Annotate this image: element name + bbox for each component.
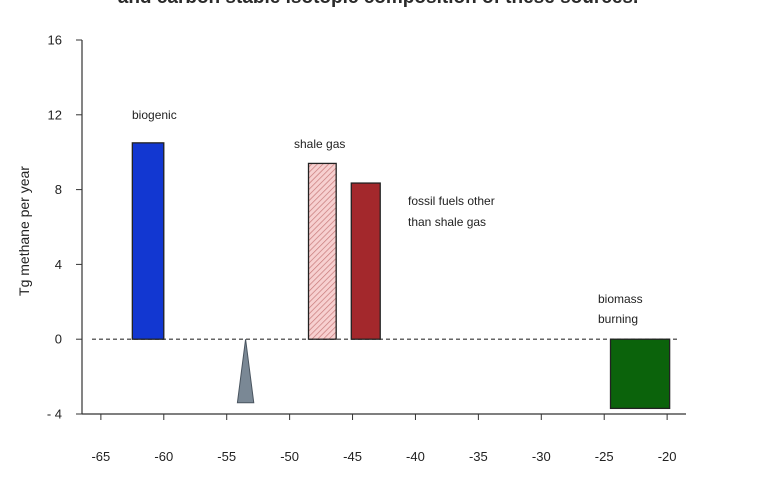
bar-fossil-fuels-other-than-shale-gas <box>350 182 381 340</box>
chart-title: and carbon stable isotopic composition o… <box>118 0 639 8</box>
x-tick-label: -25 <box>595 449 614 464</box>
x-tick-label: -65 <box>91 449 110 464</box>
bar-biogenic <box>131 142 165 340</box>
annotation-shale-gas: shale gas <box>294 137 345 151</box>
triangle-marker <box>236 339 255 404</box>
y-tick-label: - 4 <box>47 407 62 422</box>
annotation-fossil-fuels-line1: fossil fuels other <box>408 194 495 208</box>
bars <box>131 142 671 410</box>
x-tick-label: -55 <box>217 449 236 464</box>
x-tick-label: -30 <box>532 449 551 464</box>
y-tick-label: 8 <box>55 182 62 197</box>
x-tick-label: -45 <box>343 449 362 464</box>
bar-biomass-burning <box>609 338 671 410</box>
x-tick-label: -20 <box>658 449 677 464</box>
annotation-biomass-line2: burning <box>598 312 638 326</box>
y-tick-label: 0 <box>55 332 62 347</box>
x-tick-label: -35 <box>469 449 488 464</box>
triangle-marker-group <box>236 339 255 404</box>
y-tick-label: 4 <box>55 257 62 272</box>
bar-shale-gas <box>307 162 337 340</box>
annotation-fossil-fuels-line2: than shale gas <box>408 215 486 229</box>
y-tick-label: 12 <box>48 107 62 122</box>
x-tick-label: -60 <box>154 449 173 464</box>
y-axis-label: Tg methane per year <box>16 166 32 296</box>
axes: - 4 0 4 8 12 16 -65 -60 -55 -50 -45 -40 -35 -30 -25 -20 <box>47 33 686 464</box>
annotation-biogenic: biogenic <box>132 108 177 122</box>
x-tick-label: -50 <box>280 449 299 464</box>
y-tick-label: 16 <box>48 33 62 48</box>
x-tick-label: -40 <box>406 449 425 464</box>
annotation-biomass-line1: biomass <box>598 292 643 306</box>
